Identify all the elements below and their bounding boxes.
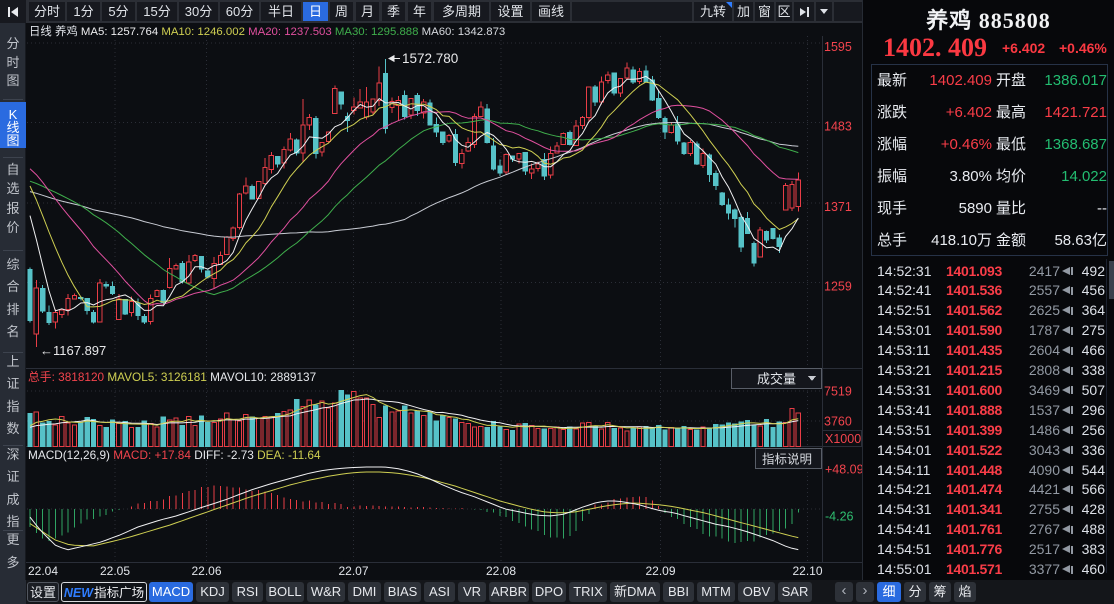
svg-text:22.05: 22.05 <box>100 564 130 578</box>
svg-text:22.06: 22.06 <box>191 564 221 578</box>
svg-text:指标说明: 指标说明 <box>762 452 812 467</box>
svg-text:←1167.897: ←1167.897 <box>40 343 106 358</box>
svg-text:X1000: X1000 <box>825 432 861 446</box>
svg-text:日线 养鸡 MA5: 1257.764 MA10: 124: 日线 养鸡 MA5: 1257.764 MA10: 1246.002 MA20:… <box>29 24 505 38</box>
svg-text:1371: 1371 <box>824 200 852 214</box>
svg-text:1259: 1259 <box>824 280 852 294</box>
svg-text:22.08: 22.08 <box>486 564 516 578</box>
svg-text:+48.09: +48.09 <box>825 463 862 477</box>
svg-text:MACD(12,26,9) MACD: +17.84 DIF: MACD(12,26,9) MACD: +17.84 DIFF: -2.73 D… <box>28 448 321 462</box>
svg-text:7519: 7519 <box>824 385 852 399</box>
svg-text:1572.780: 1572.780 <box>402 51 458 66</box>
svg-text:总手: 3818120 MAVOL5: 3126181 MA: 总手: 3818120 MAVOL5: 3126181 MAVOL10: 288… <box>28 370 316 384</box>
svg-text:成交量: 成交量 <box>757 372 796 387</box>
svg-text:22.04: 22.04 <box>28 564 58 578</box>
svg-text:1595: 1595 <box>824 40 852 54</box>
svg-text:-4.26: -4.26 <box>825 510 854 524</box>
svg-text:22.10: 22.10 <box>792 564 822 578</box>
svg-text:3760: 3760 <box>824 415 852 429</box>
svg-text:22.07: 22.07 <box>338 564 368 578</box>
svg-text:1483: 1483 <box>824 120 852 134</box>
svg-text:22.09: 22.09 <box>645 564 675 578</box>
